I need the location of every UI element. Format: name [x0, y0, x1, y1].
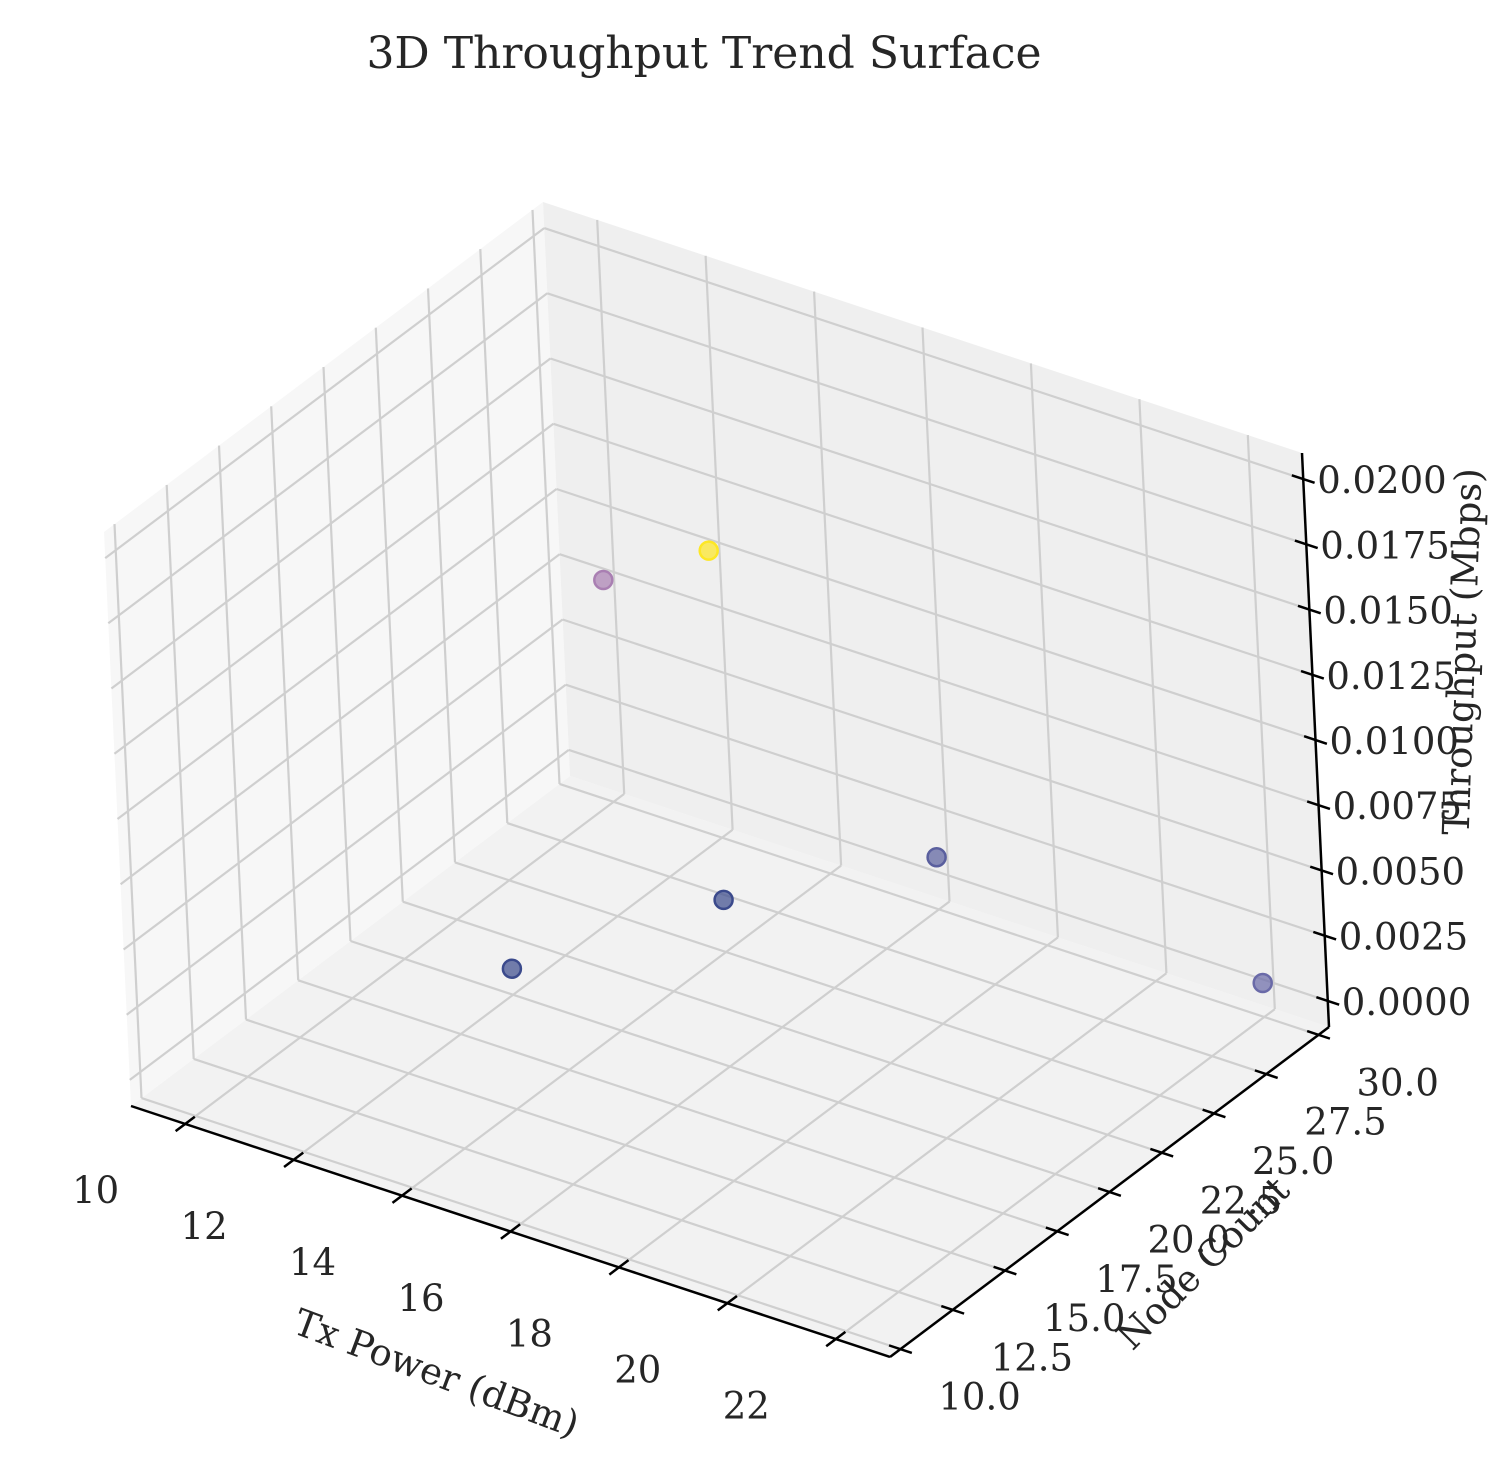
gridline-y-floor [245, 1018, 1006, 1272]
gridline-z-back [565, 683, 1326, 937]
z-tick-label: 0.0200 [1317, 459, 1446, 502]
gridline-y-floor [559, 782, 1319, 1036]
chart-gridlines [104, 209, 1329, 1351]
gridline-z-left [122, 618, 564, 951]
y-tick-label: 22.5 [1200, 1179, 1282, 1222]
gridline-z-left [110, 357, 552, 690]
gridline-z-back [559, 553, 1319, 807]
y-tick-mark [1097, 1187, 1122, 1197]
y-tick-label: 25.0 [1252, 1140, 1334, 1183]
gridline-z-back [553, 422, 1313, 676]
z-tick-label: 0.0150 [1323, 590, 1452, 633]
z-tick-label: 0.0075 [1333, 785, 1462, 828]
z-tick-label: 0.0175 [1320, 524, 1449, 567]
chart-title: 3D Throughput Trend Surface [366, 28, 1041, 79]
x-tick-mark [174, 1115, 196, 1133]
x-tick-mark [283, 1151, 304, 1168]
x-tick-label: 16 [397, 1277, 444, 1320]
gridline-z-left [113, 422, 555, 755]
y-tick-label: 27.5 [1304, 1101, 1386, 1144]
z-tick-mark [1306, 800, 1331, 811]
x-tick-label: 12 [181, 1205, 228, 1248]
gridline-z-left [126, 683, 567, 1016]
data-point [1252, 972, 1273, 994]
x-tick-mark [608, 1259, 630, 1276]
z-tick-label: 0.0100 [1330, 720, 1459, 763]
y-tick-mark [993, 1265, 1017, 1276]
y-tick-label: 17.5 [1095, 1258, 1177, 1301]
y-tick-mark [1306, 1029, 1331, 1040]
chart-tick-labels: 10 12 14 16 18 20 22 10.012.515.017.520.022.525… [72, 459, 1471, 1427]
gridline-y-floor [506, 822, 1267, 1076]
y-tick-label: 30.0 [1357, 1061, 1439, 1104]
x-tick-mark [825, 1330, 847, 1348]
z-axis-label: Throughput (Mbps) [1435, 467, 1491, 835]
data-point [501, 958, 523, 979]
x-tick-label: 20 [614, 1349, 661, 1392]
z-tick-label: 0.0050 [1336, 851, 1465, 894]
x-tick-mark [391, 1187, 413, 1204]
gridline-y-floor [350, 939, 1110, 1194]
data-point [713, 889, 734, 911]
gridline-z-back [568, 748, 1329, 1002]
gridline-z-left [129, 749, 570, 1081]
z-tick-mark [1309, 865, 1334, 876]
z-tick-label: 0.0125 [1326, 655, 1455, 698]
x-tick-label: 18 [506, 1313, 553, 1356]
gridline-z-left [104, 227, 545, 559]
y-tick-mark [1254, 1069, 1279, 1080]
gridline-z-left [119, 553, 561, 886]
gridline-y-floor [402, 900, 1163, 1154]
data-point [593, 569, 614, 591]
gridline-z-left [116, 488, 558, 820]
gridline-y-floor [454, 861, 1215, 1115]
z-tick-mark [1294, 539, 1319, 550]
gridline-z-left [107, 292, 548, 625]
gridline-z-back [562, 618, 1322, 872]
x-tick-mark [500, 1223, 521, 1240]
data-point [926, 846, 947, 868]
gridline-y-floor [141, 1097, 901, 1351]
z-tick-mark [1312, 930, 1337, 941]
z-tick-mark [1291, 474, 1316, 485]
y-tick-mark [1045, 1226, 1070, 1237]
gridline-y-floor [297, 979, 1058, 1233]
y-tick-mark [1202, 1108, 1226, 1119]
y-tick-label: 20.0 [1148, 1219, 1230, 1262]
chart-axes [130, 452, 1340, 1359]
y-tick-mark [888, 1344, 913, 1355]
y-tick-label: 12.5 [991, 1336, 1073, 1379]
gridline-z-back [556, 487, 1316, 742]
gridline-y-floor [193, 1057, 954, 1311]
gridline-z-back [543, 227, 1304, 481]
data-point [698, 540, 719, 561]
y-tick-mark [940, 1304, 965, 1315]
y-tick-label: 15.0 [1043, 1297, 1125, 1340]
y-tick-label: 10.0 [938, 1376, 1020, 1419]
gridline-z-back [546, 292, 1307, 546]
z-tick-label: 0.0000 [1342, 981, 1471, 1024]
z-tick-label: 0.0025 [1339, 916, 1468, 959]
z-tick-mark [1315, 995, 1340, 1006]
chart-points [501, 540, 1273, 994]
x-tick-label: 10 [72, 1169, 119, 1212]
y-tick-mark [1149, 1147, 1174, 1158]
x-tick-label: 22 [723, 1384, 770, 1427]
gridline-z-back [550, 357, 1310, 611]
z-tick-mark [1297, 604, 1322, 615]
z-tick-mark [1303, 735, 1328, 745]
x-tick-mark [717, 1295, 738, 1312]
z-tick-mark [1300, 669, 1325, 680]
x-tick-label: 14 [289, 1241, 336, 1284]
